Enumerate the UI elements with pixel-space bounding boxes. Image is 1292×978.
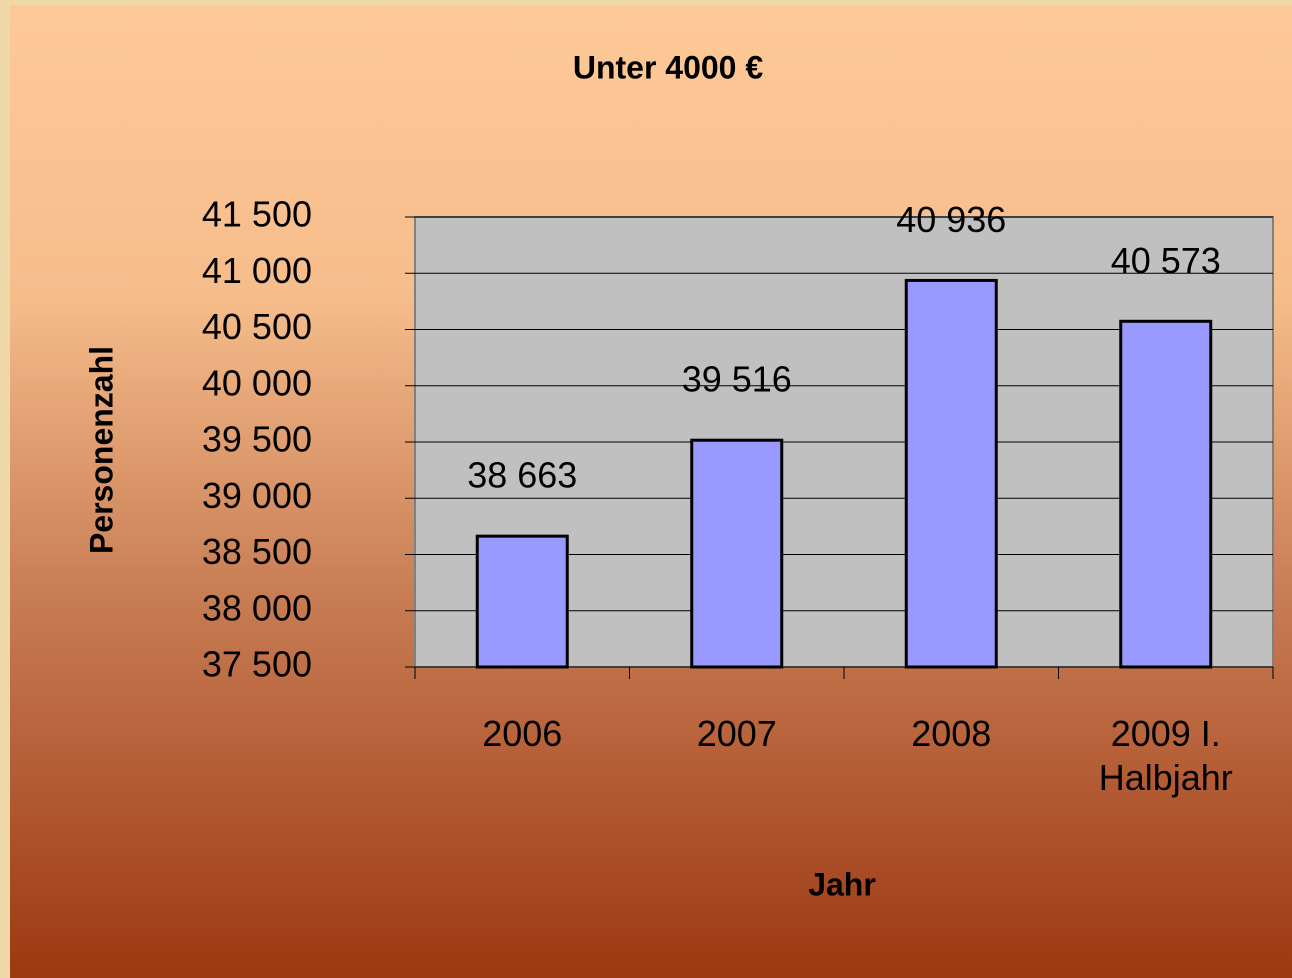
x-tick-label: 2007 xyxy=(696,713,777,754)
y-tick-label: 39 500 xyxy=(202,419,312,460)
y-tick-label: 40 500 xyxy=(202,306,312,347)
y-tick-label: 39 000 xyxy=(202,475,312,516)
y-axis-label: Personenzahl xyxy=(83,346,119,554)
x-tick-label: 2006 xyxy=(482,713,563,754)
y-tick-label: 37 500 xyxy=(202,644,312,685)
x-tick-label: 2009 I. Halbjahr xyxy=(1098,713,1233,798)
bar xyxy=(690,438,784,669)
y-tick-label: 40 000 xyxy=(202,362,312,403)
value-label: 40 936 xyxy=(896,199,1006,240)
y-tick-label: 41 500 xyxy=(202,194,312,235)
chart-title: Unter 4000 € xyxy=(573,49,764,85)
bar xyxy=(904,278,998,669)
bar xyxy=(1119,319,1213,669)
x-tick-label: 2008 xyxy=(911,713,992,754)
y-tick-label: 41 000 xyxy=(202,250,312,291)
value-label: 39 516 xyxy=(682,359,792,400)
y-tick-label: 38 000 xyxy=(202,587,312,628)
value-label: 40 573 xyxy=(1111,240,1221,281)
x-axis-label: Jahr xyxy=(808,866,876,902)
value-label: 38 663 xyxy=(467,455,577,496)
bar xyxy=(475,534,569,669)
y-tick-label: 38 500 xyxy=(202,531,312,572)
